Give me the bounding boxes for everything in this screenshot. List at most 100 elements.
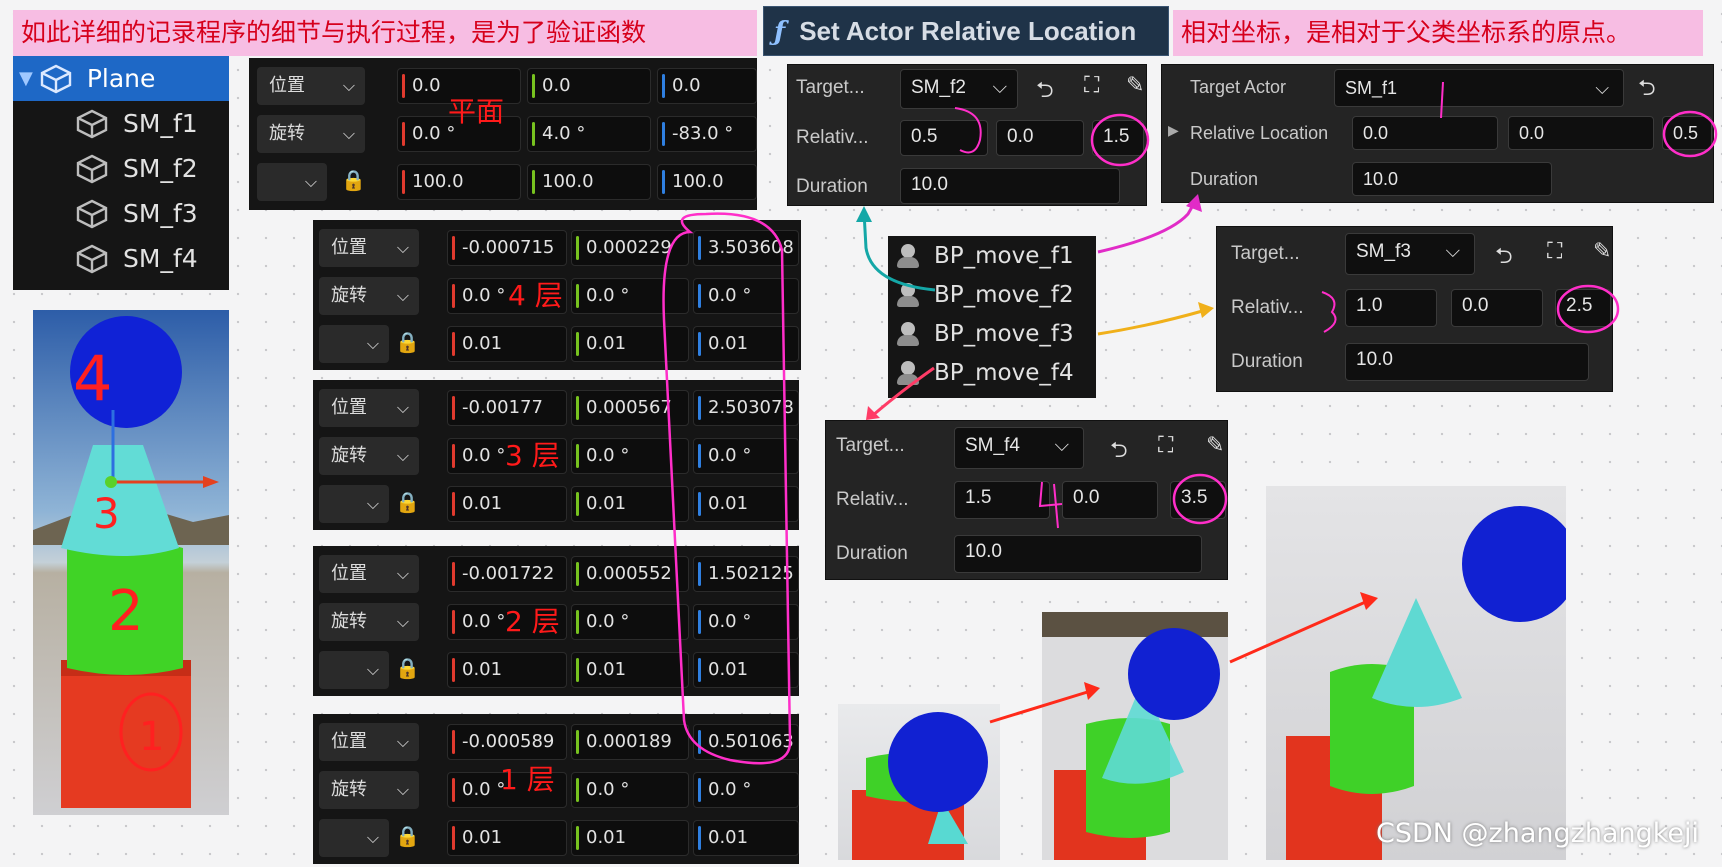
pick-actor-icon[interactable]: ⛶ bbox=[1084, 73, 1100, 98]
location-dropdown[interactable]: 位置 ⌵ bbox=[257, 67, 365, 105]
relative-z-field[interactable]: 2.5 bbox=[1555, 289, 1611, 327]
scale-dropdown[interactable]: ⌵ bbox=[257, 163, 327, 201]
scale-y-field[interactable]: 0.01 bbox=[571, 652, 689, 688]
location-dropdown[interactable]: 位置 ⌵ bbox=[319, 555, 419, 593]
scale-y-field[interactable]: 100.0 bbox=[527, 164, 651, 200]
rotation-z-field[interactable]: 0.0 ° bbox=[693, 604, 799, 640]
lock-icon[interactable]: 🔒 bbox=[395, 824, 420, 848]
edit-icon[interactable]: ✎ bbox=[1126, 73, 1145, 98]
relative-y-field[interactable]: 0.0 bbox=[1062, 481, 1158, 519]
location-z-field[interactable]: 2.503078 bbox=[693, 390, 799, 426]
rotation-dropdown[interactable]: 旋转 ⌵ bbox=[319, 771, 419, 809]
location-y-field[interactable]: 0.0 bbox=[527, 68, 651, 104]
browse-back-icon[interactable]: ⮌ bbox=[1110, 438, 1128, 463]
location-z-field[interactable]: 0.0 bbox=[657, 68, 757, 104]
scale-x-field[interactable]: 0.01 bbox=[447, 326, 567, 362]
edit-icon[interactable]: ✎ bbox=[1206, 433, 1225, 458]
duration-field[interactable]: 10.0 bbox=[1345, 343, 1589, 381]
rotation-y-field[interactable]: 0.0 ° bbox=[571, 438, 689, 474]
scale-dropdown[interactable]: ⌵ bbox=[319, 651, 389, 689]
scale-z-field[interactable]: 0.01 bbox=[693, 652, 799, 688]
rotation-x-field[interactable]: 0.0 ° bbox=[447, 278, 567, 314]
rotation-y-field[interactable]: 4.0 ° bbox=[527, 116, 651, 152]
duration-field[interactable]: 10.0 bbox=[1352, 162, 1552, 196]
rotation-x-field[interactable]: 0.0 ° bbox=[447, 772, 567, 808]
relative-x-field[interactable]: 0.0 bbox=[1352, 116, 1498, 150]
rotation-dropdown[interactable]: 旋转 ⌵ bbox=[319, 437, 419, 475]
rotation-dropdown[interactable]: 旋转 ⌵ bbox=[257, 115, 365, 153]
rotation-dropdown[interactable]: 旋转 ⌵ bbox=[319, 603, 419, 641]
target-select[interactable]: SM_f1 ⌵ bbox=[1334, 69, 1624, 107]
scale-y-field[interactable]: 0.01 bbox=[571, 820, 689, 856]
relative-x-field[interactable]: 0.5 bbox=[900, 120, 988, 156]
scale-z-field[interactable]: 0.01 bbox=[693, 326, 799, 362]
pick-actor-icon[interactable]: ⛶ bbox=[1158, 433, 1174, 458]
location-y-field[interactable]: 0.000229 bbox=[571, 230, 689, 266]
location-z-field[interactable]: 0.501063 bbox=[693, 724, 799, 760]
rotation-z-field[interactable]: 0.0 ° bbox=[693, 438, 799, 474]
relative-y-field[interactable]: 0.0 bbox=[1508, 116, 1654, 150]
expand-arrow-icon[interactable]: ▼ bbox=[19, 68, 33, 89]
scale-x-field[interactable]: 0.01 bbox=[447, 652, 567, 688]
outliner-item-plane[interactable]: ▼ Plane bbox=[13, 56, 229, 101]
browse-back-icon[interactable]: ⮌ bbox=[1638, 76, 1656, 101]
rotation-y-field[interactable]: 0.0 ° bbox=[571, 278, 689, 314]
scale-dropdown[interactable]: ⌵ bbox=[319, 819, 389, 857]
expand-arrow-icon[interactable]: ▶ bbox=[1168, 123, 1179, 139]
scale-y-field[interactable]: 0.01 bbox=[571, 486, 689, 522]
rotation-y-field[interactable]: 0.0 ° bbox=[571, 604, 689, 640]
location-x-field[interactable]: 0.0 bbox=[397, 68, 521, 104]
outliner-item-sm-f1[interactable]: SM_f1 bbox=[13, 101, 229, 146]
lock-icon[interactable]: 🔒 bbox=[395, 490, 420, 514]
relative-z-field[interactable]: 3.5 bbox=[1170, 481, 1226, 519]
rotation-z-field[interactable]: 0.0 ° bbox=[693, 278, 799, 314]
actor-item-bp-move-f3[interactable]: BP_move_f3 bbox=[888, 314, 1096, 353]
rotation-x-field[interactable]: 0.0 ° bbox=[397, 116, 521, 152]
scale-x-field[interactable]: 0.01 bbox=[447, 820, 567, 856]
rotation-dropdown[interactable]: 旋转 ⌵ bbox=[319, 277, 419, 315]
scale-z-field[interactable]: 100.0 bbox=[657, 164, 757, 200]
target-select[interactable]: SM_f4 ⌵ bbox=[954, 427, 1084, 469]
rotation-x-field[interactable]: 0.0 ° bbox=[447, 604, 567, 640]
rotation-x-field[interactable]: 0.0 ° bbox=[447, 438, 567, 474]
relative-x-field[interactable]: 1.5 bbox=[954, 481, 1050, 519]
location-x-field[interactable]: -0.001722 bbox=[447, 556, 567, 592]
target-select[interactable]: SM_f3 ⌵ bbox=[1345, 233, 1475, 275]
location-y-field[interactable]: 0.000567 bbox=[571, 390, 689, 426]
edit-icon[interactable]: ✎ bbox=[1593, 239, 1612, 264]
scale-z-field[interactable]: 0.01 bbox=[693, 820, 799, 856]
actor-item-bp-move-f1[interactable]: BP_move_f1 bbox=[888, 236, 1096, 275]
browse-back-icon[interactable]: ⮌ bbox=[1036, 78, 1054, 103]
location-dropdown[interactable]: 位置 ⌵ bbox=[319, 389, 419, 427]
relative-z-field[interactable]: 1.5 bbox=[1092, 120, 1144, 156]
location-y-field[interactable]: 0.000552 bbox=[571, 556, 689, 592]
location-dropdown[interactable]: 位置 ⌵ bbox=[319, 723, 419, 761]
relative-y-field[interactable]: 0.0 bbox=[996, 120, 1084, 156]
location-x-field[interactable]: -0.000715 bbox=[447, 230, 567, 266]
actor-item-bp-move-f4[interactable]: BP_move_f4 bbox=[888, 353, 1096, 392]
relative-y-field[interactable]: 0.0 bbox=[1451, 289, 1543, 327]
pick-actor-icon[interactable]: ⛶ bbox=[1547, 239, 1563, 264]
scale-x-field[interactable]: 100.0 bbox=[397, 164, 521, 200]
outliner-item-sm-f2[interactable]: SM_f2 bbox=[13, 146, 229, 191]
location-y-field[interactable]: 0.000189 bbox=[571, 724, 689, 760]
location-x-field[interactable]: -0.00177 bbox=[447, 390, 567, 426]
scale-dropdown[interactable]: ⌵ bbox=[319, 325, 389, 363]
duration-field[interactable]: 10.0 bbox=[954, 535, 1202, 573]
rotation-y-field[interactable]: 0.0 ° bbox=[571, 772, 689, 808]
rotation-z-field[interactable]: 0.0 ° bbox=[693, 772, 799, 808]
lock-icon[interactable]: 🔒 bbox=[395, 656, 420, 680]
location-z-field[interactable]: 1.502125 bbox=[693, 556, 799, 592]
duration-field[interactable]: 10.0 bbox=[900, 168, 1120, 204]
actor-item-bp-move-f2[interactable]: BP_move_f2 bbox=[888, 275, 1096, 314]
lock-icon[interactable]: 🔒 bbox=[341, 168, 366, 192]
outliner-item-sm-f3[interactable]: SM_f3 bbox=[13, 191, 229, 236]
relative-x-field[interactable]: 1.0 bbox=[1345, 289, 1437, 327]
scale-x-field[interactable]: 0.01 bbox=[447, 486, 567, 522]
location-z-field[interactable]: 3.503608 bbox=[693, 230, 799, 266]
target-select[interactable]: SM_f2 ⌵ bbox=[900, 69, 1018, 109]
rotation-z-field[interactable]: -83.0 ° bbox=[657, 116, 757, 152]
location-x-field[interactable]: -0.000589 bbox=[447, 724, 567, 760]
outliner-item-sm-f4[interactable]: SM_f4 bbox=[13, 236, 229, 281]
location-dropdown[interactable]: 位置 ⌵ bbox=[319, 229, 419, 267]
